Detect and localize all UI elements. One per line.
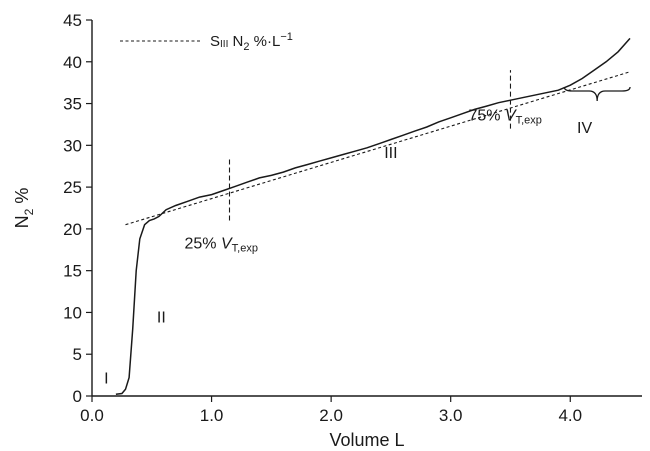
y-tick-label: 5	[73, 345, 82, 364]
axes: 0.0 1.0 2.0 3.0 4.0 0 5 10 15 20 25 30 35 40 45	[63, 11, 642, 425]
volume-marker-label: 75% VT,exp	[468, 108, 541, 127]
regression-line	[125, 71, 631, 226]
y-tick-label: 10	[63, 303, 82, 322]
y-axis-title: N2 %	[12, 188, 36, 229]
legend-n-sub: 2	[243, 41, 249, 53]
x-axis-title: Volume L	[329, 430, 404, 450]
y-tick-label: 30	[63, 136, 82, 155]
volume-marker-label: 25% VT,exp	[185, 236, 258, 255]
marker-v: V	[221, 236, 233, 253]
x-tick-label: 3.0	[439, 406, 463, 425]
legend-label: SIII N2 %·L−1	[210, 31, 293, 53]
marker-sub: T,exp	[516, 115, 542, 127]
x-ticks: 0.0 1.0 2.0 3.0 4.0	[80, 396, 582, 425]
marker-pct: 25%	[185, 236, 221, 253]
marker-sub: T,exp	[232, 243, 258, 255]
legend-s-sub: III	[220, 39, 228, 50]
y-tick-label: 25	[63, 178, 82, 197]
phase-label: II	[157, 309, 166, 326]
y-tick-label: 15	[63, 262, 82, 281]
x-tick-label: 1.0	[200, 406, 224, 425]
phase-label: IV	[577, 120, 592, 137]
y-tick-label: 35	[63, 95, 82, 114]
y-ticks: 0 5 10 15 20 25 30 35 40 45	[63, 11, 92, 406]
y-axis-title-main: N	[12, 215, 32, 228]
x-tick-label: 2.0	[319, 406, 343, 425]
phase-label: III	[384, 145, 397, 162]
legend: SIII N2 %·L−1	[120, 31, 293, 53]
legend-n: N	[228, 33, 243, 50]
x-tick-label: 0.0	[80, 406, 104, 425]
y-tick-label: 45	[63, 11, 82, 30]
marker-v: V	[505, 108, 517, 125]
marker-pct: 75%	[468, 108, 504, 125]
legend-s: S	[210, 33, 220, 50]
y-axis-title-rest: %	[12, 188, 32, 209]
legend-unit: %·L	[249, 33, 280, 50]
y-tick-label: 20	[63, 220, 82, 239]
n2-concentration-curve	[115, 37, 631, 396]
y-tick-label: 0	[73, 387, 82, 406]
phase-iv-brace	[563, 86, 631, 102]
series-layer	[115, 37, 631, 396]
phase-label: I	[104, 370, 108, 387]
legend-exp: −1	[280, 31, 293, 43]
y-tick-label: 40	[63, 53, 82, 72]
y-axis-title-sub: 2	[22, 208, 36, 215]
x-tick-label: 4.0	[558, 406, 582, 425]
